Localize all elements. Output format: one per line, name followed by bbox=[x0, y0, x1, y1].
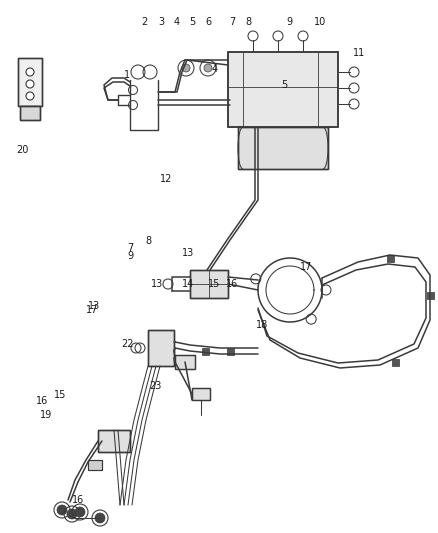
Text: 16: 16 bbox=[72, 495, 84, 505]
Bar bbox=[175, 355, 195, 369]
Text: 4: 4 bbox=[212, 64, 218, 74]
Bar bbox=[190, 270, 228, 298]
Circle shape bbox=[95, 513, 105, 523]
Bar bbox=[192, 388, 210, 400]
Bar bbox=[175, 355, 195, 369]
Text: 16: 16 bbox=[226, 279, 238, 288]
Text: 5: 5 bbox=[282, 80, 288, 90]
Bar bbox=[88, 460, 102, 470]
Bar bbox=[18, 58, 42, 106]
Text: 2: 2 bbox=[141, 18, 148, 27]
Text: 17: 17 bbox=[300, 262, 312, 271]
Text: 8: 8 bbox=[246, 18, 252, 27]
Text: 13: 13 bbox=[151, 279, 163, 288]
Bar bbox=[201, 348, 208, 354]
Bar bbox=[392, 359, 399, 366]
Circle shape bbox=[57, 505, 67, 515]
Circle shape bbox=[204, 64, 212, 72]
Text: 15: 15 bbox=[54, 391, 67, 400]
Text: 17: 17 bbox=[86, 305, 98, 315]
Bar bbox=[238, 127, 328, 169]
Text: 14: 14 bbox=[182, 279, 194, 288]
Circle shape bbox=[75, 507, 85, 517]
Text: 16: 16 bbox=[36, 396, 48, 406]
Text: 7: 7 bbox=[127, 243, 134, 253]
Text: 20: 20 bbox=[17, 146, 29, 155]
Text: 13: 13 bbox=[88, 302, 100, 311]
Text: 23: 23 bbox=[150, 382, 162, 391]
Bar bbox=[192, 388, 210, 400]
Bar bbox=[386, 254, 393, 262]
Circle shape bbox=[67, 509, 77, 519]
Bar bbox=[148, 330, 174, 366]
Text: 12: 12 bbox=[160, 174, 173, 183]
Text: 1: 1 bbox=[124, 70, 130, 79]
Bar bbox=[18, 58, 42, 106]
Bar bbox=[190, 270, 228, 298]
Text: 19: 19 bbox=[40, 410, 52, 419]
Bar bbox=[238, 127, 328, 169]
Bar bbox=[228, 52, 338, 127]
Bar bbox=[427, 292, 434, 298]
Bar bbox=[98, 430, 130, 452]
Circle shape bbox=[182, 64, 190, 72]
Bar bbox=[228, 52, 338, 127]
Text: 9: 9 bbox=[127, 251, 134, 261]
Circle shape bbox=[26, 80, 34, 88]
Text: 7: 7 bbox=[229, 18, 235, 27]
Circle shape bbox=[26, 92, 34, 100]
Bar bbox=[88, 460, 102, 470]
Bar bbox=[20, 106, 40, 120]
Circle shape bbox=[26, 68, 34, 76]
Text: 4: 4 bbox=[174, 18, 180, 27]
Text: 9: 9 bbox=[286, 18, 292, 27]
Bar bbox=[98, 430, 130, 452]
Text: 18: 18 bbox=[256, 320, 268, 330]
Text: 11: 11 bbox=[353, 49, 365, 58]
Text: 6: 6 bbox=[205, 18, 212, 27]
Text: 10: 10 bbox=[314, 18, 326, 27]
Text: 5: 5 bbox=[190, 18, 196, 27]
Bar bbox=[20, 106, 40, 120]
Text: 22: 22 bbox=[121, 339, 133, 349]
Bar bbox=[226, 348, 233, 354]
Text: 13: 13 bbox=[182, 248, 194, 258]
Bar bbox=[148, 330, 174, 366]
Text: 8: 8 bbox=[146, 236, 152, 246]
Text: 15: 15 bbox=[208, 279, 220, 288]
Text: 3: 3 bbox=[158, 18, 164, 27]
